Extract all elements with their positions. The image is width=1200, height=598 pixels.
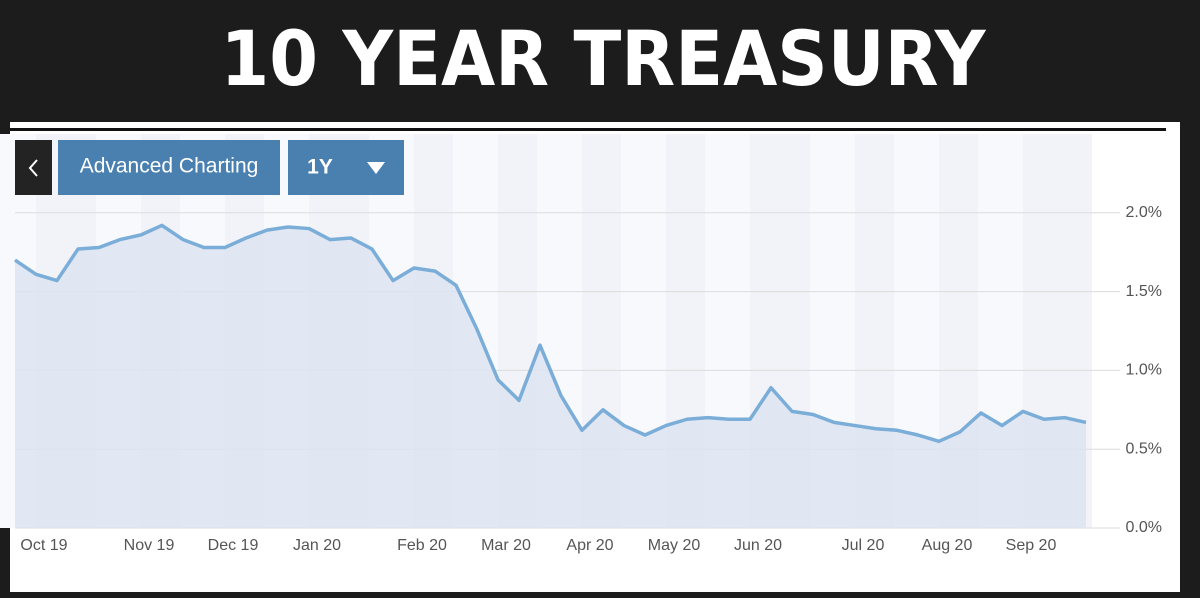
x-tick-label: Jun 20 — [734, 537, 782, 554]
y-tick-label: 1.5% — [1126, 283, 1162, 300]
x-tick-label: Apr 20 — [566, 537, 613, 554]
x-tick-label: Mar 20 — [481, 537, 531, 554]
y-tick-label: 2.0% — [1126, 204, 1162, 221]
x-tick-label: Jan 20 — [293, 537, 341, 554]
y-tick-label: 0.0% — [1126, 519, 1162, 536]
x-tick-label: Sep 20 — [1006, 537, 1057, 554]
x-tick-label: Dec 19 — [208, 537, 259, 554]
advanced-charting-button[interactable] — [58, 140, 280, 195]
x-tick-label: Aug 20 — [922, 537, 973, 554]
y-tick-label: 1.0% — [1126, 362, 1162, 379]
back-button[interactable] — [15, 140, 52, 195]
range-label: 1Y — [307, 156, 333, 179]
dropdown-arrow — [367, 162, 385, 174]
back-icon — [28, 159, 38, 177]
range-dropdown[interactable] — [288, 140, 404, 195]
top-rule — [10, 128, 1166, 131]
x-tick-label: Feb 20 — [397, 537, 447, 554]
x-tick-label: May 20 — [648, 537, 701, 554]
line — [14, 223, 1087, 444]
x-tick-label: Oct 19 — [20, 537, 67, 554]
x-tick-label: Jul 20 — [842, 537, 885, 554]
x-tick-label: Nov 19 — [124, 537, 175, 554]
page-title: 10 YEAR TREASURY — [221, 14, 987, 103]
area — [15, 225, 1086, 528]
y-tick-label: 0.5% — [1126, 440, 1162, 457]
plot: 0.0% 0.5% 1.0% 1.5% 2.0% Oct 19 Nov 19 Dec 19 Ja… — [0, 134, 1162, 554]
button-label: Advanced Charting — [80, 155, 259, 178]
